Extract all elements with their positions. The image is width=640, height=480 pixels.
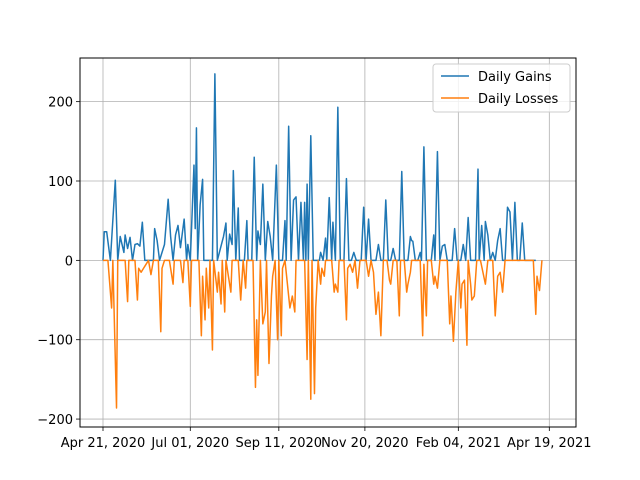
legend-label-0: Daily Gains (478, 70, 552, 85)
y-tick-label: −100 (37, 334, 73, 349)
x-tick-label: Apr 21, 2020 (61, 436, 146, 451)
x-tick-label: Sep 11, 2020 (236, 436, 323, 451)
ticks: Apr 21, 2020 Jul 01, 2020 Sep 11, 2020 Nov … (37, 96, 591, 451)
x-tick-label: Nov 20, 2020 (321, 436, 408, 451)
x-tick-label: Apr 19, 2021 (507, 436, 592, 451)
y-tick-label: 100 (48, 175, 73, 190)
series-layer (102, 73, 543, 409)
legend-label-1: Daily Losses (478, 92, 559, 107)
series-line-0 (102, 73, 536, 262)
x-tick-label: Feb 04, 2021 (416, 436, 501, 451)
y-tick-label: −200 (37, 413, 73, 428)
y-tick-label: 0 (65, 254, 73, 269)
x-tick-label: Jul 01, 2020 (150, 436, 229, 451)
series-line-1 (103, 259, 543, 409)
axes-frame (79, 57, 577, 428)
y-tick-label: 200 (48, 96, 73, 111)
legend: Daily Gains Daily Losses (432, 63, 571, 113)
